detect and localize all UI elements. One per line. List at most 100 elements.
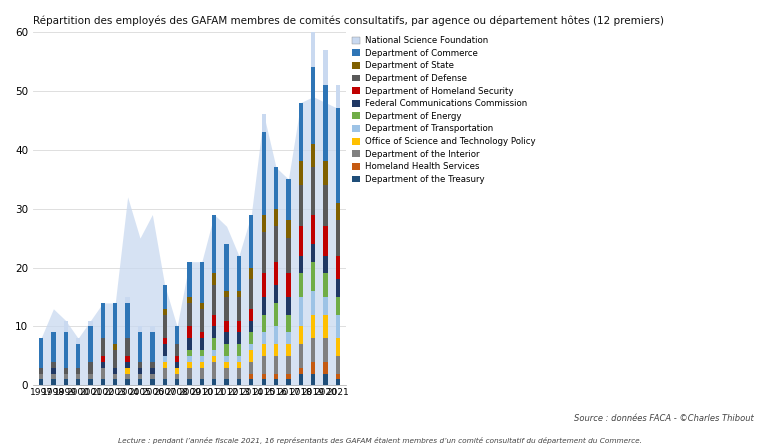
Bar bbox=[336, 85, 340, 108]
Bar bbox=[336, 256, 340, 279]
Bar bbox=[126, 338, 130, 356]
Bar bbox=[150, 374, 154, 379]
Bar bbox=[286, 220, 291, 238]
Bar bbox=[88, 379, 93, 385]
Bar bbox=[212, 273, 216, 285]
Bar bbox=[336, 279, 340, 297]
Bar bbox=[311, 32, 315, 67]
Bar bbox=[336, 356, 340, 374]
Bar bbox=[224, 291, 229, 297]
Bar bbox=[224, 244, 229, 291]
Bar bbox=[199, 362, 204, 368]
Bar bbox=[336, 338, 340, 356]
Bar bbox=[199, 379, 204, 385]
Bar bbox=[323, 362, 328, 374]
Bar bbox=[100, 303, 105, 338]
Bar bbox=[51, 368, 56, 374]
Bar bbox=[249, 379, 253, 385]
Bar bbox=[311, 244, 315, 262]
Bar bbox=[199, 356, 204, 362]
Bar bbox=[262, 297, 266, 314]
Bar bbox=[199, 368, 204, 379]
Bar bbox=[199, 350, 204, 356]
Bar bbox=[187, 297, 192, 303]
Bar bbox=[64, 374, 68, 379]
Text: Source : données FACA - ©Charles Thibout: Source : données FACA - ©Charles Thibout bbox=[574, 414, 753, 423]
Bar bbox=[224, 297, 229, 321]
Bar bbox=[76, 374, 81, 379]
Bar bbox=[336, 202, 340, 220]
Bar bbox=[76, 338, 81, 344]
Bar bbox=[100, 338, 105, 356]
Bar bbox=[262, 356, 266, 374]
Bar bbox=[64, 332, 68, 368]
Bar bbox=[298, 368, 303, 374]
Bar bbox=[298, 297, 303, 327]
Bar bbox=[311, 67, 315, 144]
Bar bbox=[150, 379, 154, 385]
Bar bbox=[187, 356, 192, 362]
Bar bbox=[199, 309, 204, 332]
Bar bbox=[138, 332, 142, 362]
Bar bbox=[311, 215, 315, 244]
Bar bbox=[126, 362, 130, 368]
Bar bbox=[212, 356, 216, 362]
Bar bbox=[175, 374, 180, 379]
Bar bbox=[262, 379, 266, 385]
Bar bbox=[163, 356, 167, 362]
Bar bbox=[286, 297, 291, 314]
Bar bbox=[150, 368, 154, 374]
Bar bbox=[212, 215, 216, 273]
Bar bbox=[212, 379, 216, 385]
Bar bbox=[150, 362, 154, 368]
Bar bbox=[336, 220, 340, 256]
Bar bbox=[249, 344, 253, 350]
Bar bbox=[175, 368, 180, 374]
Bar bbox=[126, 303, 130, 338]
Bar bbox=[113, 374, 117, 379]
Bar bbox=[187, 327, 192, 338]
Bar bbox=[76, 368, 81, 374]
Bar bbox=[249, 350, 253, 362]
Bar bbox=[88, 374, 93, 379]
Bar bbox=[138, 368, 142, 374]
Bar bbox=[336, 314, 340, 338]
Bar bbox=[199, 332, 204, 338]
Bar bbox=[262, 344, 266, 356]
Bar bbox=[64, 368, 68, 374]
Bar bbox=[274, 262, 279, 285]
Bar bbox=[237, 332, 241, 344]
Bar bbox=[249, 362, 253, 374]
Bar bbox=[262, 332, 266, 344]
Bar bbox=[51, 362, 56, 368]
Bar bbox=[311, 374, 315, 385]
Bar bbox=[311, 144, 315, 168]
Bar bbox=[323, 50, 328, 85]
Bar bbox=[175, 379, 180, 385]
Bar bbox=[175, 356, 180, 362]
Bar bbox=[286, 379, 291, 385]
Text: Lecture : pendant l’année fiscale 2021, 16 représentants des GAFAM étaient membr: Lecture : pendant l’année fiscale 2021, … bbox=[119, 436, 642, 444]
Bar bbox=[262, 374, 266, 379]
Bar bbox=[249, 309, 253, 321]
Bar bbox=[298, 103, 303, 161]
Bar bbox=[39, 338, 43, 368]
Bar bbox=[64, 379, 68, 385]
Bar bbox=[163, 344, 167, 356]
Bar bbox=[113, 344, 117, 350]
Bar bbox=[187, 368, 192, 379]
Bar bbox=[311, 314, 315, 338]
Bar bbox=[249, 267, 253, 279]
Bar bbox=[286, 332, 291, 344]
Bar bbox=[311, 362, 315, 374]
Bar bbox=[175, 327, 180, 344]
Bar bbox=[224, 356, 229, 362]
Bar bbox=[88, 362, 93, 374]
Bar bbox=[262, 273, 266, 297]
Bar bbox=[163, 309, 167, 314]
Bar bbox=[298, 226, 303, 256]
Bar bbox=[51, 379, 56, 385]
Bar bbox=[187, 350, 192, 356]
Bar bbox=[187, 262, 192, 297]
Bar bbox=[126, 374, 130, 379]
